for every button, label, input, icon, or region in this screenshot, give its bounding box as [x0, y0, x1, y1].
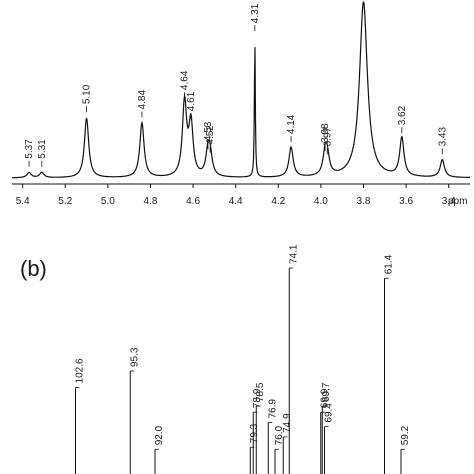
x-tick-label-a: 4.0	[314, 196, 328, 207]
spectrum-a-trace	[12, 1, 470, 179]
x-tick-label-a: 4.2	[271, 196, 285, 207]
peak-label-b: 78.9	[252, 388, 263, 408]
peak-label-a: 3.97	[322, 126, 333, 146]
peak-label-b: 74.1	[288, 244, 299, 264]
peak-label-b: 78.5	[255, 382, 266, 402]
peak-label-b: 92.0	[154, 425, 165, 445]
x-tick-label-a: 5.0	[101, 196, 115, 207]
peak-label-a: 4.64	[180, 70, 191, 90]
x-tick-label-a: 4.4	[229, 196, 243, 207]
peak-label-a: 5.10	[82, 84, 93, 104]
x-tick-label-a: 4.8	[144, 196, 158, 207]
peak-label-b: 102.6	[75, 358, 86, 383]
peak-label-a: 4.84	[137, 90, 148, 110]
peak-label-b: 76.9	[267, 399, 278, 419]
peak-label-b: 79.3	[249, 423, 260, 443]
peak-label-b: 61.4	[384, 254, 395, 274]
peak-label-a: 4.61	[186, 91, 197, 111]
panel-b-label: (b)	[20, 256, 47, 281]
peak-label-a: 3.62	[397, 105, 408, 125]
peak-label-b: 95.3	[129, 347, 140, 367]
x-tick-label-a: 3.8	[357, 196, 371, 207]
peak-label-a: 3.43	[437, 126, 448, 146]
peak-label-a: 4.14	[286, 114, 297, 134]
x-tick-label-a: 5.2	[58, 196, 72, 207]
x-tick-label-a: 3.4	[442, 196, 456, 207]
peak-label-a: 5.37	[24, 139, 35, 159]
x-axis-label-a: ppm	[448, 196, 467, 207]
peak-label-b: 69.9	[320, 388, 331, 408]
peak-label-a: 3.98	[320, 123, 331, 143]
x-tick-label-a: 5.4	[16, 196, 30, 207]
peak-label-a: 4.31	[250, 3, 261, 23]
peak-label-b: 69.7	[321, 382, 332, 402]
peak-label-a: 5.31	[37, 139, 48, 159]
peak-label-b: 74.9	[282, 413, 293, 433]
peak-label-b: 76.0	[274, 425, 285, 445]
peak-label-b: 69.4	[324, 403, 335, 423]
x-tick-label-a: 4.6	[186, 196, 200, 207]
peak-label-a: 4.53	[203, 121, 214, 141]
x-tick-label-a: 3.6	[399, 196, 413, 207]
peak-label-b: 59.2	[400, 425, 411, 445]
peak-label-a: 4.52	[205, 125, 216, 145]
